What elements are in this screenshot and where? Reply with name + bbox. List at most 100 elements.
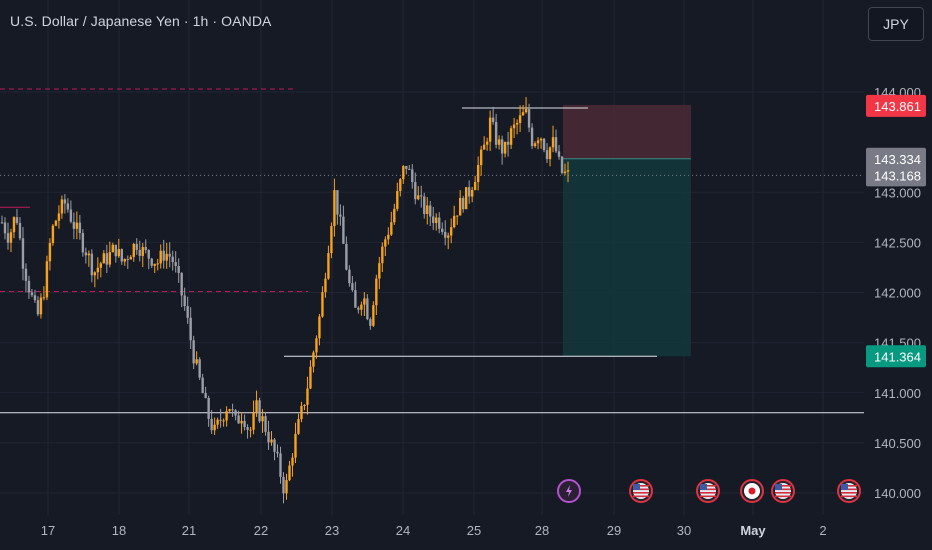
- candle-body: [249, 429, 252, 431]
- candle-body: [375, 278, 378, 306]
- candle-body: [461, 198, 465, 210]
- candle-body: [234, 410, 237, 416]
- candle-body: [560, 156, 564, 174]
- candle-body: [429, 205, 432, 217]
- candle-body: [246, 427, 249, 430]
- candle-body: [90, 253, 94, 276]
- candle-body: [372, 305, 375, 326]
- candle-body: [482, 144, 486, 150]
- lightning-icon[interactable]: [557, 479, 581, 503]
- price-tag-entry: 143.334: [866, 147, 926, 170]
- candle-body: [309, 366, 312, 389]
- time-tick-label: 23: [325, 523, 339, 538]
- candle-body: [75, 222, 79, 229]
- us-flag-icon[interactable]: [771, 479, 795, 503]
- candle-body: [479, 149, 483, 166]
- candle-body: [201, 377, 204, 394]
- candle-body: [276, 451, 279, 454]
- us-flag-icon[interactable]: [629, 479, 653, 503]
- candle-body: [455, 215, 459, 217]
- candle-body: [458, 198, 462, 216]
- candle-body: [566, 170, 570, 172]
- candle-body: [144, 247, 147, 251]
- candle-body: [153, 263, 156, 266]
- candle-body: [69, 209, 73, 222]
- candle-body: [282, 476, 285, 494]
- candle-body: [521, 112, 525, 116]
- price-axis[interactable]: 144.000143.000142.500142.000141.500141.0…: [874, 85, 921, 501]
- candle-body: [180, 272, 183, 296]
- candle-body: [363, 298, 366, 305]
- candle-body: [488, 117, 492, 142]
- price-tick-label: 141.000: [874, 386, 921, 401]
- chart-title: U.S. Dollar / Japanese Yen · 1h · OANDA: [10, 13, 272, 29]
- candle-body: [467, 187, 471, 197]
- candle-body: [509, 128, 513, 145]
- candle-body: [9, 232, 13, 243]
- time-tick-label: 29: [607, 523, 621, 538]
- candle-body: [524, 109, 528, 113]
- candle-body: [399, 179, 402, 192]
- stop-loss-zone[interactable]: [563, 104, 691, 159]
- candle-body: [542, 138, 546, 151]
- time-axis[interactable]: 17 18 21 22 23 24 25 28 29 30 May 2: [41, 523, 827, 538]
- candle-body: [423, 196, 426, 215]
- candle-body: [512, 124, 516, 129]
- price-tag-stop-loss: 143.861: [866, 94, 926, 117]
- candle-body: [485, 141, 489, 145]
- candle-body: [497, 139, 501, 145]
- price-tag-box: [866, 147, 926, 170]
- candle-body: [288, 465, 291, 481]
- candle-body: [342, 216, 345, 244]
- candle-body: [378, 263, 381, 279]
- candle-body: [57, 213, 61, 221]
- candle-body: [435, 217, 438, 224]
- candle-body: [0, 222, 4, 224]
- horizontal-levels[interactable]: [0, 88, 864, 414]
- candle-body: [411, 169, 414, 183]
- candle-body: [252, 411, 255, 430]
- us-flag-icon[interactable]: [696, 479, 720, 503]
- candle-body: [141, 247, 144, 256]
- candle-body: [120, 249, 123, 262]
- candle-body: [204, 393, 207, 398]
- currency-button[interactable]: JPY: [868, 7, 924, 41]
- us-flag-icon[interactable]: [837, 479, 861, 503]
- candle-body: [135, 243, 138, 250]
- candle-body: [545, 150, 549, 160]
- price-tag-value: 141.364: [874, 349, 921, 364]
- candle-body: [339, 214, 342, 217]
- candle-body: [506, 141, 510, 145]
- candle-body: [548, 147, 552, 160]
- candle-body: [243, 420, 246, 428]
- candle-body: [171, 256, 174, 263]
- candle-body: [216, 419, 219, 425]
- candle-body: [231, 409, 234, 411]
- candle-body: [351, 283, 354, 291]
- candle-body: [63, 199, 67, 204]
- candle-body: [159, 250, 162, 264]
- candle-body: [354, 290, 357, 308]
- candle-body: [126, 259, 129, 261]
- candle-body: [66, 203, 70, 210]
- candle-body: [132, 243, 135, 257]
- candle-body: [557, 151, 561, 157]
- candle-body: [417, 195, 420, 200]
- take-profit-zone[interactable]: [563, 158, 691, 357]
- candle-body: [408, 168, 411, 170]
- japan-flag-icon[interactable]: [740, 479, 764, 503]
- candle-body: [303, 404, 306, 406]
- candle-body: [393, 208, 396, 223]
- economic-events[interactable]: [557, 479, 861, 503]
- candle-body: [255, 400, 258, 412]
- price-tag-value: 143.861: [874, 99, 921, 114]
- candle-body: [156, 263, 159, 265]
- candle-body: [189, 317, 192, 341]
- candle-body: [473, 181, 477, 190]
- price-tick-label: 142.000: [874, 286, 921, 301]
- candle-body: [195, 359, 198, 364]
- candle-body: [105, 253, 109, 265]
- position-zones[interactable]: [563, 104, 691, 357]
- candle-body: [366, 298, 369, 320]
